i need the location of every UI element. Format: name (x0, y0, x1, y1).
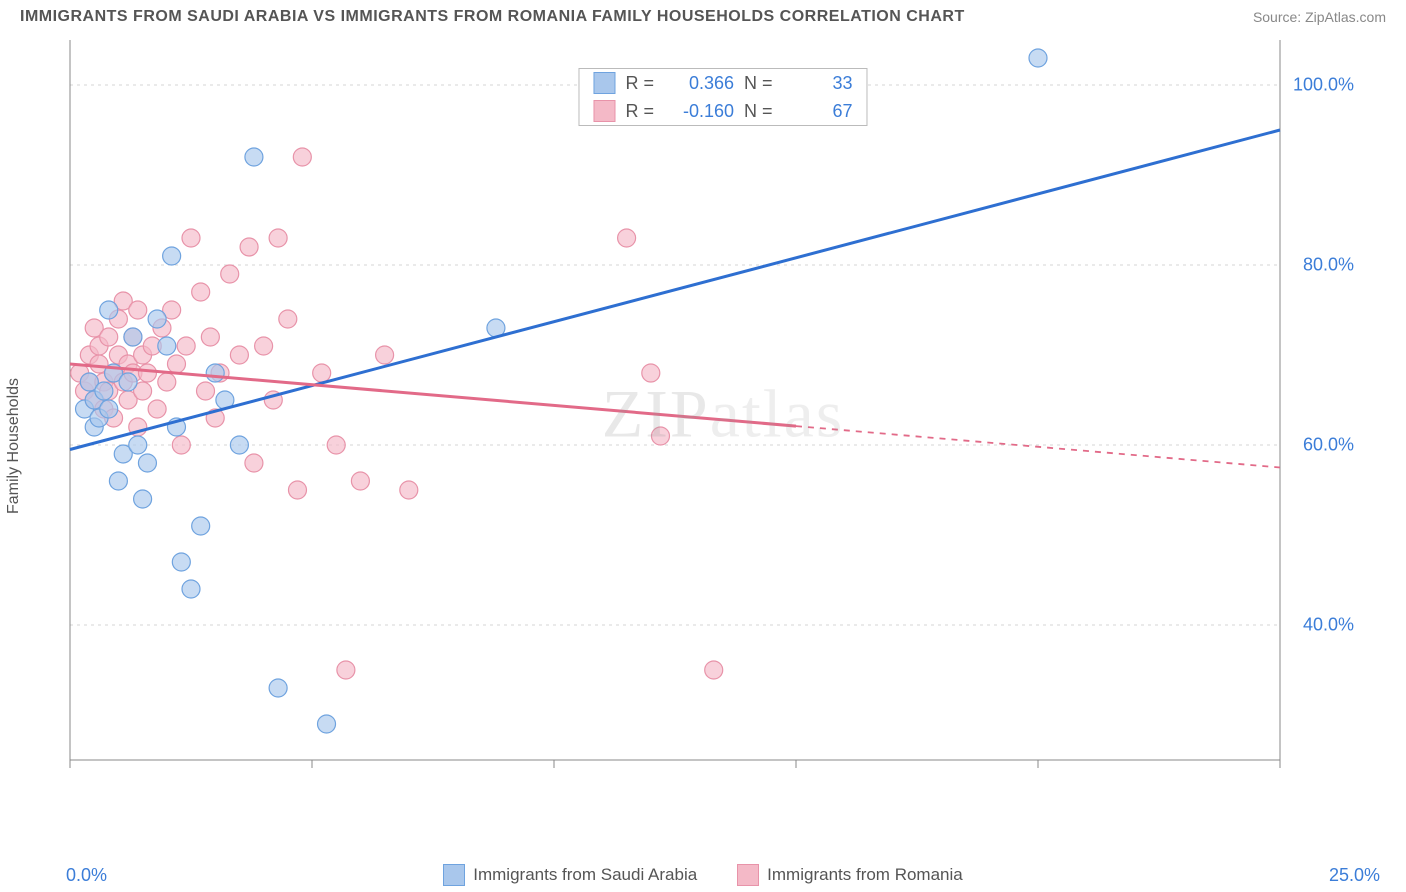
legend-label-romania: Immigrants from Romania (767, 865, 963, 885)
legend-row-romania: R = -0.160 N = 67 (579, 97, 866, 125)
y-tick-label: 80.0% (1303, 255, 1354, 276)
source-label: Source: ZipAtlas.com (1253, 9, 1386, 25)
legend-swatch-romania (593, 100, 615, 122)
legend-r-label: R = (625, 73, 654, 94)
legend-swatch-icon (443, 864, 465, 886)
legend-r-label: R = (625, 101, 654, 122)
legend-item-saudi: Immigrants from Saudi Arabia (443, 864, 697, 886)
y-tick-label: 60.0% (1303, 435, 1354, 456)
title-bar: IMMIGRANTS FROM SAUDI ARABIA VS IMMIGRAN… (0, 0, 1406, 30)
chart-title: IMMIGRANTS FROM SAUDI ARABIA VS IMMIGRAN… (20, 8, 965, 26)
scatter-plot-svg (60, 30, 1360, 800)
y-tick-label: 40.0% (1303, 615, 1354, 636)
legend-r-value-saudi: 0.366 (664, 73, 734, 94)
y-tick-label: 100.0% (1293, 75, 1354, 96)
legend-n-label: N = (744, 73, 773, 94)
correlation-legend: R = 0.366 N = 33 R = -0.160 N = 67 (578, 68, 867, 126)
legend-n-label: N = (744, 101, 773, 122)
legend-r-value-romania: -0.160 (664, 101, 734, 122)
x-axis-max-label: 25.0% (1329, 865, 1380, 886)
legend-n-value-saudi: 33 (783, 73, 853, 94)
chart-area: ZIPatlas R = 0.366 N = 33 R = -0.160 N =… (60, 30, 1386, 830)
legend-swatch-saudi (593, 72, 615, 94)
legend-n-value-romania: 67 (783, 101, 853, 122)
series-legend: Immigrants from Saudi Arabia Immigrants … (0, 864, 1406, 886)
y-axis-label: Family Households (5, 378, 23, 514)
legend-row-saudi: R = 0.366 N = 33 (579, 69, 866, 97)
legend-item-romania: Immigrants from Romania (737, 864, 963, 886)
legend-swatch-icon (737, 864, 759, 886)
legend-label-saudi: Immigrants from Saudi Arabia (473, 865, 697, 885)
